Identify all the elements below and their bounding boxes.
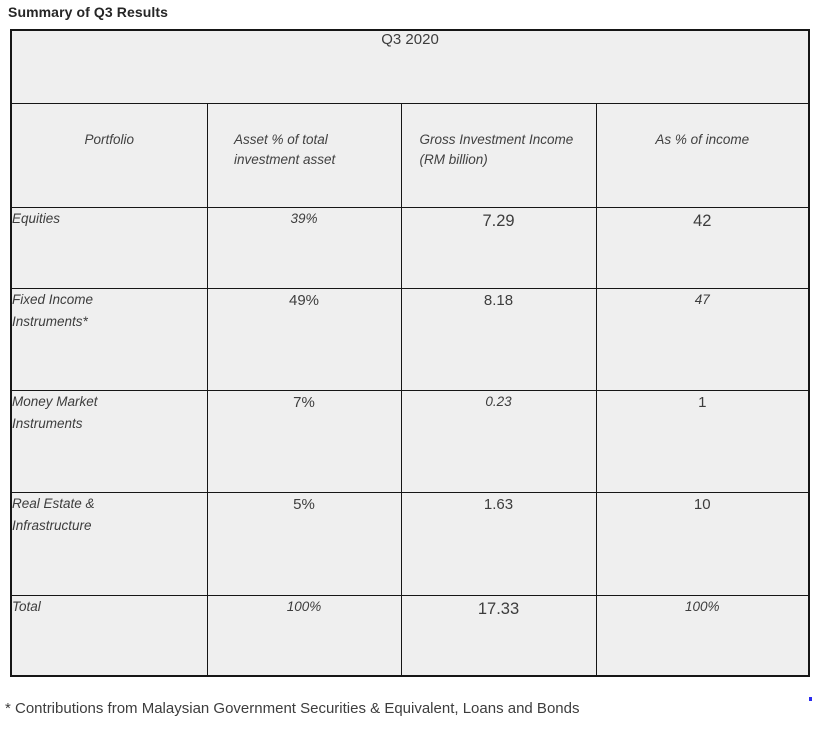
table-row-real-estate: Real Estate & Infrastructure 5% 1.63 10 <box>10 491 810 596</box>
cell-asset-pct: 49% <box>206 287 402 391</box>
blue-dot-artifact <box>809 697 812 701</box>
table-row-total: Total 100% 17.33 100% <box>10 594 810 677</box>
cell-portfolio: Equities <box>10 206 208 289</box>
cell-portfolio: Fixed Income Instruments* <box>10 287 208 391</box>
footnote: * Contributions from Malaysian Governmen… <box>5 700 580 717</box>
cell-pct-income: 1 <box>595 389 810 493</box>
column-header-asset-pct: Asset % of total investment asset <box>206 102 402 208</box>
cell-pct-income: 42 <box>595 206 810 289</box>
portfolio-label: Money Market Instruments <box>12 393 98 431</box>
column-header-label: As % of income <box>655 131 750 147</box>
table-row-fixed-income: Fixed Income Instruments* 49% 8.18 47 <box>10 287 810 391</box>
cell-pct-income: 100% <box>595 594 810 677</box>
table-column-header-row: Portfolio Asset % of total investment as… <box>10 102 810 208</box>
portfolio-label: Real Estate & Infrastructure <box>12 495 95 533</box>
column-header-label: Portfolio <box>84 131 135 147</box>
table-period-header: Q3 2020 <box>10 29 810 104</box>
column-header-portfolio: Portfolio <box>10 102 208 208</box>
cell-portfolio: Money Market Instruments <box>10 389 208 493</box>
portfolio-label: Fixed Income Instruments* <box>12 291 94 329</box>
cell-gross-income: 17.33 <box>400 594 597 677</box>
column-header-label: Gross Investment Income (RM billion) <box>419 131 574 168</box>
cell-asset-pct: 100% <box>206 594 402 677</box>
cell-pct-income: 47 <box>595 287 810 391</box>
cell-gross-income: 0.23 <box>400 389 597 493</box>
cell-portfolio: Total <box>10 594 208 677</box>
column-header-pct-income: As % of income <box>595 102 810 208</box>
portfolio-label: Total <box>12 598 41 614</box>
table-row-equities: Equities 39% 7.29 42 <box>10 206 810 289</box>
cell-gross-income: 1.63 <box>400 491 597 596</box>
cell-pct-income: 10 <box>595 491 810 596</box>
cell-asset-pct: 5% <box>206 491 402 596</box>
table-period-row: Q3 2020 <box>10 29 810 104</box>
cell-gross-income: 8.18 <box>400 287 597 391</box>
q3-results-table: Q3 2020 Portfolio Asset % of total inves… <box>10 29 811 677</box>
column-header-label: Asset % of total investment asset <box>234 131 336 168</box>
table-row-money-market: Money Market Instruments 7% 0.23 1 <box>10 389 810 493</box>
portfolio-label: Equities <box>12 210 61 226</box>
cell-gross-income: 7.29 <box>400 206 597 289</box>
cell-asset-pct: 7% <box>206 389 402 493</box>
page-title: Summary of Q3 Results <box>8 4 169 20</box>
column-header-gross-income: Gross Investment Income (RM billion) <box>400 102 597 208</box>
cell-portfolio: Real Estate & Infrastructure <box>10 491 208 596</box>
cell-asset-pct: 39% <box>206 206 402 289</box>
